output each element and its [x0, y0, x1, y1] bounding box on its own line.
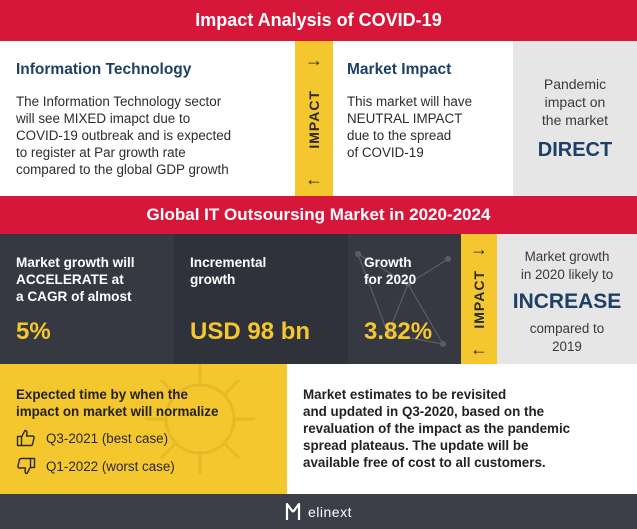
mi-line: due to the spread — [347, 128, 452, 143]
it-line: compared to the global GDP growth — [16, 162, 229, 177]
estimates-line: spread plateaus. The update will be — [303, 438, 529, 453]
mi-line: of COVID-19 — [347, 145, 424, 160]
growth-2020-heading: Growth for 2020 — [364, 254, 461, 288]
elinext-logo-icon — [285, 502, 301, 520]
impact-label: IMPACT — [471, 269, 487, 329]
estimates-text: Market estimates to be revisited and upd… — [303, 386, 621, 471]
arrow-right-icon: → — [470, 239, 488, 259]
pandemic-line: Pandemic — [543, 76, 607, 92]
normalization-panel: Expected time by when the impact on mark… — [0, 364, 287, 494]
thumbs-up-icon — [16, 429, 35, 447]
information-technology-panel: Information Technology The Information T… — [0, 41, 295, 196]
trend-top-line: Market growth — [524, 249, 610, 264]
main-title-banner: Impact Analysis of COVID-19 — [0, 0, 637, 41]
estimates-line: Market estimates to be revisited — [303, 387, 507, 402]
trend-bottom-line: compared to — [529, 321, 605, 336]
estimates-panel: Market estimates to be revisited and upd… — [287, 364, 637, 494]
growth-stats-panel: Market growth will ACCELERATE at a CAGR … — [0, 234, 461, 364]
cagr-heading-line: ACCELERATE at — [16, 272, 124, 287]
pandemic-impact-panel: Pandemic impact on the market DIRECT — [513, 41, 637, 196]
virus-decoration-icon — [145, 364, 255, 474]
impact-strip-top: → IMPACT ← — [295, 41, 333, 196]
cagr-heading: Market growth will ACCELERATE at a CAGR … — [16, 254, 174, 305]
main-title: Impact Analysis of COVID-19 — [195, 10, 442, 30]
market-impact-panel: Market Impact This market will have NEUT… — [333, 41, 513, 196]
impact-label: IMPACT — [306, 90, 322, 149]
growth-2020-heading-line: Growth — [364, 255, 412, 270]
best-case-text: Q3-2021 (best case) — [46, 430, 169, 446]
estimates-line: available free of cost to all customers. — [303, 455, 546, 470]
normalization-heading-line: Expected time by when the — [16, 387, 188, 402]
pandemic-text: Pandemic impact on the market — [513, 75, 637, 129]
it-line: COVID-19 outbreak and is expected — [16, 128, 232, 143]
footer: elinext — [0, 494, 637, 529]
estimates-line: revaluation of the impact as the pandemi… — [303, 421, 571, 436]
market-impact-title: Market Impact — [347, 61, 452, 78]
incremental-value: USD 98 bn — [190, 318, 311, 345]
trend-top-text: Market growth in 2020 likely to — [497, 248, 637, 284]
growth-trend-panel: Market growth in 2020 likely to INCREASE… — [497, 234, 637, 364]
market-title: Global IT Outsoursing Market in 2020-202… — [146, 205, 491, 224]
it-line: will see MIXED imapct due to — [16, 111, 191, 126]
cagr-block: Market growth will ACCELERATE at a CAGR … — [0, 234, 174, 364]
arrow-right-icon: → — [305, 50, 323, 70]
best-case-row: Q3-2021 (best case) — [16, 428, 287, 448]
incremental-heading-line: Incremental — [190, 255, 267, 270]
trend-top-line: in 2020 likely to — [520, 267, 614, 282]
it-line: to register at Par growth rate — [16, 145, 186, 160]
incremental-heading: Incremental growth — [190, 254, 348, 288]
pandemic-line: the market — [541, 112, 609, 128]
mi-line: This market will have — [347, 94, 473, 109]
estimates-line: and updated in Q3-2020, based on the — [303, 404, 545, 419]
it-description: The Information Technology sector will s… — [16, 93, 281, 178]
trend-bottom-line: 2019 — [552, 339, 582, 354]
mi-line: NEUTRAL IMPACT — [347, 111, 463, 126]
incremental-growth-block: Incremental growth USD 98 bn — [174, 234, 348, 364]
trend-value: INCREASE — [512, 290, 622, 313]
pandemic-line: impact on — [544, 94, 606, 110]
trend-bottom-text: compared to 2019 — [497, 320, 637, 356]
worst-case-row: Q1-2022 (worst case) — [16, 456, 287, 476]
market-impact-description: This market will have NEUTRAL IMPACT due… — [347, 93, 503, 161]
it-title: Information Technology — [16, 61, 192, 78]
growth-2020-value: 3.82% — [364, 318, 433, 345]
incremental-heading-line: growth — [190, 272, 236, 287]
thumbs-down-icon — [17, 457, 36, 475]
market-title-banner: Global IT Outsoursing Market in 2020-202… — [0, 196, 637, 234]
cagr-heading-line: a CAGR of almost — [16, 289, 132, 304]
it-line: The Information Technology sector — [16, 94, 222, 109]
pandemic-value: DIRECT — [537, 139, 613, 161]
cagr-value: 5% — [16, 318, 51, 345]
arrow-left-icon: ← — [305, 169, 323, 189]
arrow-left-icon: ← — [470, 339, 488, 359]
brand-name: elinext — [308, 503, 352, 520]
impact-strip-bottom: → IMPACT ← — [461, 234, 497, 364]
growth-2020-block: Growth for 2020 3.82% — [348, 234, 461, 364]
normalization-heading: Expected time by when the impact on mark… — [16, 386, 287, 420]
growth-2020-heading-line: for 2020 — [364, 272, 417, 287]
cagr-heading-line: Market growth will — [16, 255, 135, 270]
normalization-heading-line: impact on market will normalize — [16, 404, 219, 419]
worst-case-text: Q1-2022 (worst case) — [46, 458, 175, 474]
network-decoration-icon — [355, 251, 451, 347]
